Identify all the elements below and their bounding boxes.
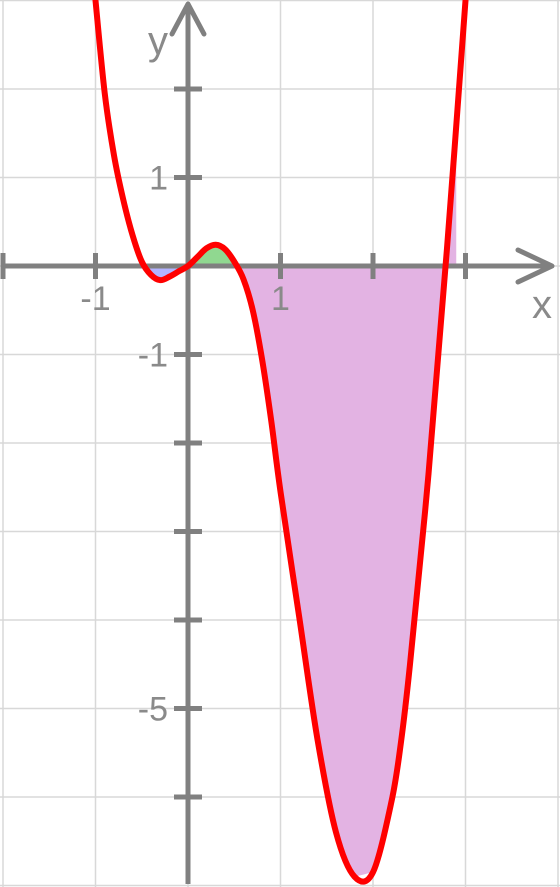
x-tick-label: -1 [80, 280, 110, 318]
y-axis-arrow [169, 1, 207, 37]
tick-labels: -1 1 1 -1 -5 x y [80, 19, 552, 729]
y-tick-label: -1 [138, 337, 168, 375]
function-curve-line [92, 0, 469, 885]
x-axis-arrow [515, 247, 555, 285]
x-tick-label: 1 [271, 280, 290, 318]
y-tick-label: -5 [138, 691, 168, 729]
y-tick-label: 1 [149, 160, 168, 198]
function-curve [92, 0, 469, 885]
x-axis-label: x [532, 283, 552, 327]
shaded-region-3 [234, 124, 457, 877]
shaded-regions [148, 124, 457, 877]
y-axis-label: y [148, 19, 168, 63]
